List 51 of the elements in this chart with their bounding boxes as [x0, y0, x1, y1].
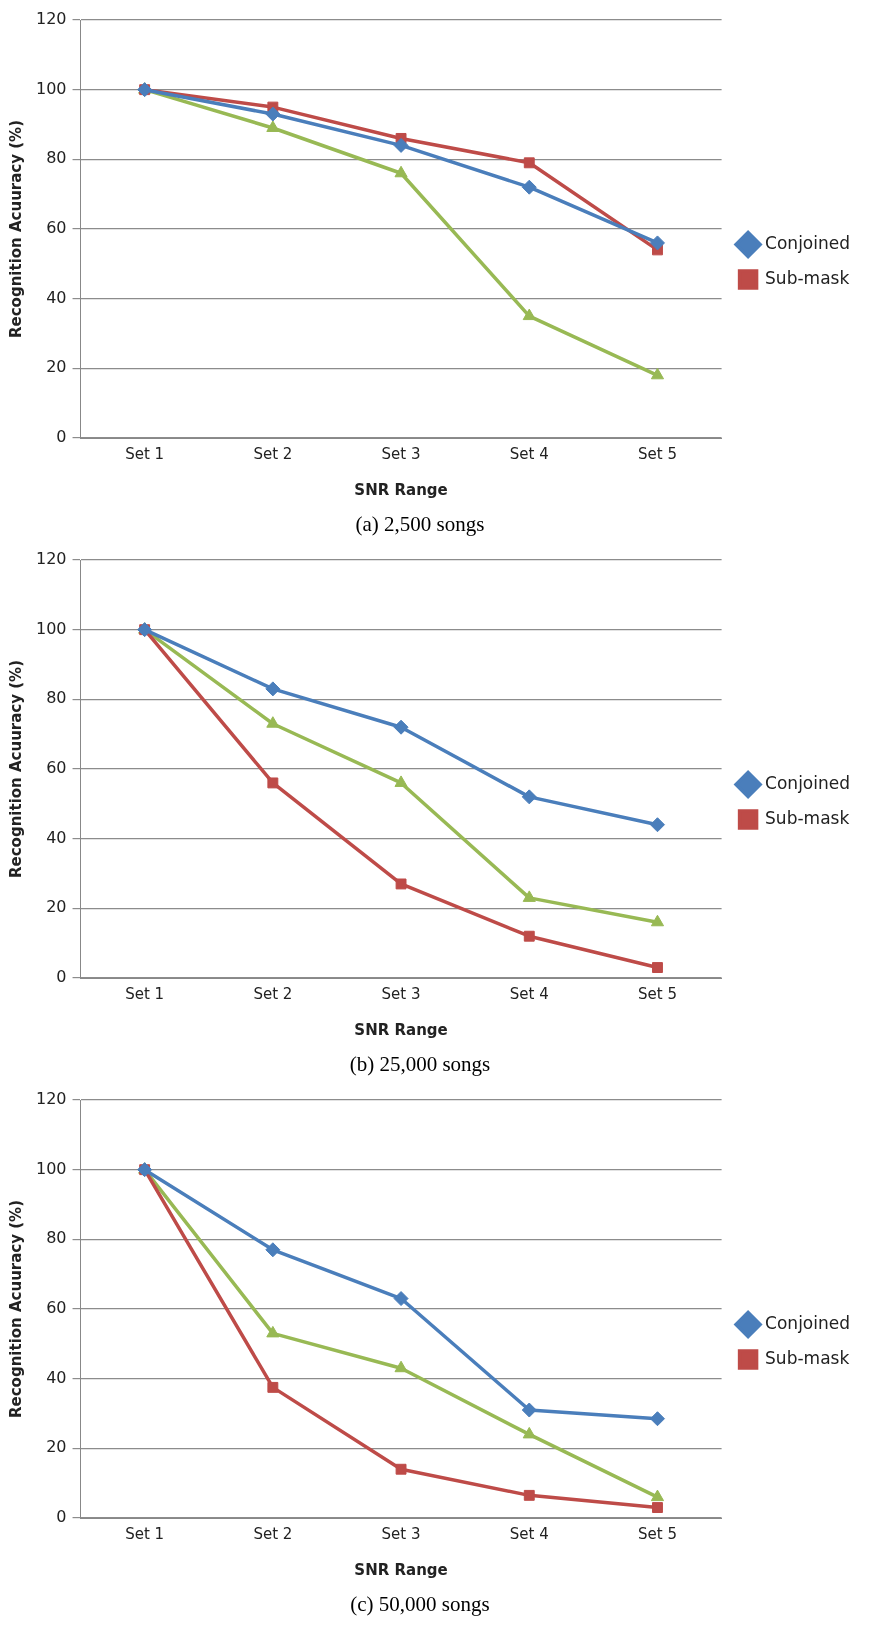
y-tick-label: 60: [46, 1298, 67, 1318]
text: (a) 2,500 songs: [354, 511, 486, 538]
x-tick-label: Set 4: [509, 984, 549, 1003]
y-tick-label: 40: [46, 827, 67, 847]
y-tick-label: 0: [56, 967, 67, 987]
x-tick-label: Set 3: [381, 984, 421, 1003]
legend-label: Sub-mask: [765, 267, 850, 288]
x-tick-label: Set 3: [381, 444, 421, 463]
y-tick-label: 20: [46, 357, 67, 377]
x-axis-title: SNR Range: [354, 1020, 448, 1039]
x-tick-label: Set 5: [638, 444, 677, 463]
x-tick-label: Set 1: [125, 1524, 165, 1543]
y-tick-label: 0: [56, 427, 67, 447]
legend-label: Conjoined: [765, 1312, 850, 1333]
y-tick-label: 120: [35, 9, 67, 29]
x-tick-label: Set 5: [638, 984, 677, 1003]
y-tick-label: 40: [46, 287, 67, 307]
x-tick-label: Set 4: [509, 444, 549, 463]
x-tick-label: Set 3: [381, 1524, 421, 1543]
y-tick-label: 80: [46, 688, 67, 708]
legend-label: Sub-mask: [765, 1347, 850, 1368]
x-tick-label: Set 2: [253, 1524, 293, 1543]
x-tick-label: Set 5: [638, 1524, 677, 1543]
y-tick-label: 20: [46, 1437, 67, 1457]
y-axis-title: Recognition Acuuracy (%): [6, 659, 25, 879]
y-axis-title: Recognition Acuuracy (%): [6, 1199, 25, 1419]
y-tick-label: 100: [35, 618, 67, 638]
x-tick-label: Set 2: [253, 984, 293, 1003]
y-tick-label: 60: [46, 758, 67, 778]
y-tick-label: 100: [35, 78, 67, 98]
y-tick-label: 20: [46, 897, 67, 917]
y-tick-label: 80: [46, 148, 67, 168]
x-tick-label: Set 2: [253, 444, 293, 463]
text: (b) 25,000 songs: [348, 1051, 492, 1078]
y-tick-label: 60: [46, 218, 67, 238]
y-tick-label: 40: [46, 1367, 67, 1387]
y-tick-label: 100: [35, 1158, 67, 1178]
y-tick-label: 80: [46, 1228, 67, 1248]
legend-label: Conjoined: [765, 232, 850, 253]
legend-label: Conjoined: [765, 772, 850, 793]
y-tick-label: 120: [35, 1089, 67, 1109]
x-tick-label: Set 1: [125, 984, 165, 1003]
text: (c) 50,000 songs: [349, 1591, 491, 1618]
x-tick-label: Set 4: [509, 1524, 549, 1543]
y-tick-label: 120: [35, 549, 67, 569]
y-tick-label: 0: [56, 1507, 67, 1527]
y-axis-title: Recognition Acuuracy (%): [6, 119, 25, 339]
x-tick-label: Set 1: [125, 444, 165, 463]
x-axis-title: SNR Range: [354, 480, 448, 499]
x-axis-title: SNR Range: [354, 1560, 448, 1579]
legend-label: Sub-mask: [765, 807, 850, 828]
